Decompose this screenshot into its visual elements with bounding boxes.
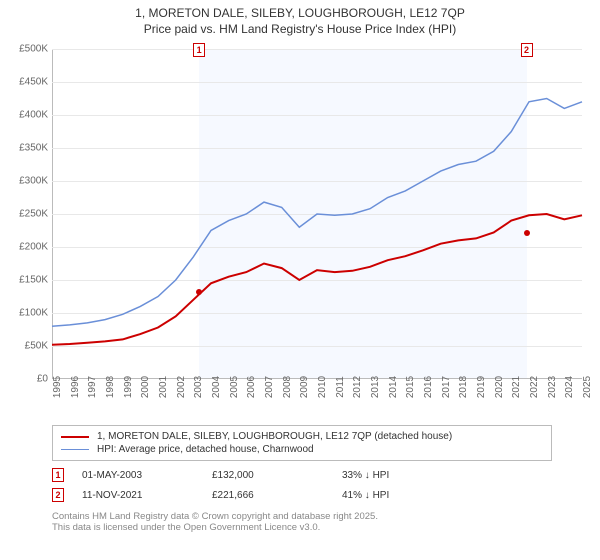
x-tick-label: 2002 bbox=[176, 376, 187, 398]
transaction-price: £221,666 bbox=[212, 490, 342, 501]
x-tick-label: 2024 bbox=[564, 376, 575, 398]
x-tick-label: 2009 bbox=[299, 376, 310, 398]
y-tick-label: £300K bbox=[19, 176, 48, 187]
x-tick-label: 2010 bbox=[317, 376, 328, 398]
legend-swatch bbox=[61, 449, 89, 450]
y-tick-label: £350K bbox=[19, 143, 48, 154]
x-tick-label: 2008 bbox=[282, 376, 293, 398]
x-tick-label: 2006 bbox=[246, 376, 257, 398]
x-tick-label: 2019 bbox=[476, 376, 487, 398]
transaction-price: £132,000 bbox=[212, 470, 342, 481]
transaction-delta: 33% ↓ HPI bbox=[342, 470, 472, 481]
x-tick-label: 2003 bbox=[193, 376, 204, 398]
footer: Contains HM Land Registry data © Crown c… bbox=[52, 511, 600, 533]
x-tick-label: 2007 bbox=[264, 376, 275, 398]
marker-box-1: 1 bbox=[193, 43, 205, 57]
x-tick-label: 2020 bbox=[494, 376, 505, 398]
legend: 1, MORETON DALE, SILEBY, LOUGHBOROUGH, L… bbox=[52, 425, 552, 461]
legend-label: HPI: Average price, detached house, Char… bbox=[97, 444, 314, 455]
x-tick-label: 2001 bbox=[158, 376, 169, 398]
x-tick-label: 2017 bbox=[441, 376, 452, 398]
x-tick-label: 2013 bbox=[370, 376, 381, 398]
transactions-table: 1 01-MAY-2003£132,00033% ↓ HPI 2 11-NOV-202… bbox=[52, 465, 600, 505]
marker-dot-2 bbox=[524, 230, 530, 236]
legend-label: 1, MORETON DALE, SILEBY, LOUGHBOROUGH, L… bbox=[97, 431, 452, 442]
title-line-1: 1, MORETON DALE, SILEBY, LOUGHBOROUGH, L… bbox=[0, 6, 600, 22]
x-tick-label: 2000 bbox=[140, 376, 151, 398]
x-tick-label: 2023 bbox=[547, 376, 558, 398]
transaction-date: 11-NOV-2021 bbox=[82, 490, 212, 501]
legend-row: 1, MORETON DALE, SILEBY, LOUGHBOROUGH, L… bbox=[61, 430, 543, 443]
legend-swatch bbox=[61, 436, 89, 438]
y-tick-label: £150K bbox=[19, 275, 48, 286]
y-tick-label: £200K bbox=[19, 242, 48, 253]
transaction-marker: 1 bbox=[52, 468, 64, 482]
transaction-date: 01-MAY-2003 bbox=[82, 470, 212, 481]
marker-dot-1 bbox=[196, 289, 202, 295]
plot: 12 bbox=[52, 49, 582, 379]
x-tick-label: 2018 bbox=[458, 376, 469, 398]
x-tick-label: 2004 bbox=[211, 376, 222, 398]
x-tick-label: 2021 bbox=[511, 376, 522, 398]
chart-area: 12 £0£50K£100K£150K£200K£250K£300K£350K£… bbox=[30, 39, 600, 419]
x-tick-label: 2012 bbox=[352, 376, 363, 398]
title-block: 1, MORETON DALE, SILEBY, LOUGHBOROUGH, L… bbox=[0, 0, 600, 39]
y-tick-label: £50K bbox=[25, 341, 48, 352]
footer-line-1: Contains HM Land Registry data © Crown c… bbox=[52, 511, 600, 522]
legend-row: HPI: Average price, detached house, Char… bbox=[61, 443, 543, 456]
x-tick-label: 2011 bbox=[335, 376, 346, 398]
transaction-row: 2 11-NOV-2021£221,66641% ↓ HPI bbox=[52, 485, 600, 505]
x-tick-label: 1997 bbox=[87, 376, 98, 398]
x-tick-label: 1999 bbox=[123, 376, 134, 398]
series-property bbox=[52, 214, 582, 345]
y-tick-label: £450K bbox=[19, 77, 48, 88]
x-tick-label: 2005 bbox=[229, 376, 240, 398]
footer-line-2: This data is licensed under the Open Gov… bbox=[52, 522, 600, 533]
marker-box-2: 2 bbox=[521, 43, 533, 57]
transaction-delta: 41% ↓ HPI bbox=[342, 490, 472, 501]
line-svg bbox=[52, 49, 582, 379]
y-tick-label: £400K bbox=[19, 110, 48, 121]
x-tick-label: 2014 bbox=[388, 376, 399, 398]
transaction-row: 1 01-MAY-2003£132,00033% ↓ HPI bbox=[52, 465, 600, 485]
x-tick-label: 2022 bbox=[529, 376, 540, 398]
chart-container: 1, MORETON DALE, SILEBY, LOUGHBOROUGH, L… bbox=[0, 0, 600, 560]
y-tick-label: £0 bbox=[37, 374, 48, 385]
transaction-marker: 2 bbox=[52, 488, 64, 502]
x-tick-label: 2016 bbox=[423, 376, 434, 398]
y-tick-label: £500K bbox=[19, 44, 48, 55]
x-tick-label: 1995 bbox=[52, 376, 63, 398]
x-tick-label: 1996 bbox=[70, 376, 81, 398]
x-tick-label: 1998 bbox=[105, 376, 116, 398]
y-tick-label: £250K bbox=[19, 209, 48, 220]
x-tick-label: 2015 bbox=[405, 376, 416, 398]
x-tick-label: 2025 bbox=[582, 376, 593, 398]
series-hpi bbox=[52, 99, 582, 327]
title-line-2: Price paid vs. HM Land Registry's House … bbox=[0, 22, 600, 38]
y-tick-label: £100K bbox=[19, 308, 48, 319]
